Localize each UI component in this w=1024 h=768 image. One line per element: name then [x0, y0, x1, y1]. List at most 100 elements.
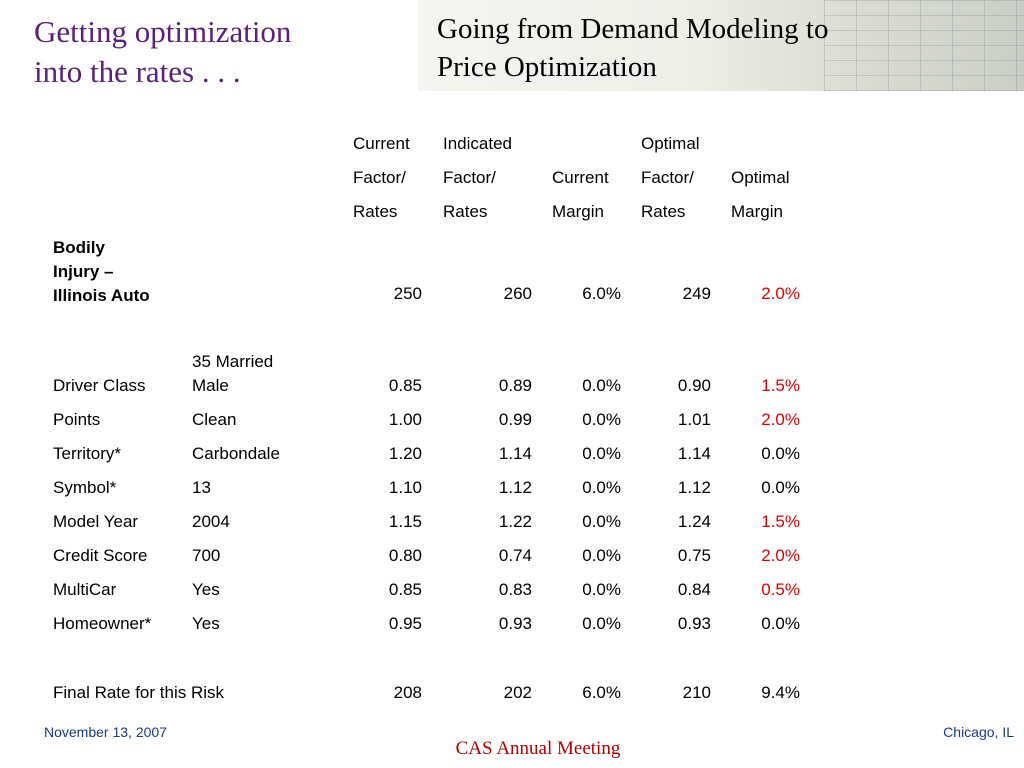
- base-label-line: Injury –: [53, 262, 114, 281]
- header-optimal-rates: Optimal Factor/ Rates: [641, 127, 700, 229]
- header-text: Factor/: [641, 168, 694, 187]
- table-cell: 1.22: [498, 512, 532, 531]
- left-title-line1: Getting optimization: [34, 14, 292, 49]
- table-cell: 1.00: [388, 410, 422, 429]
- header-text: Current: [353, 134, 410, 153]
- table-cell: 1.20: [388, 444, 422, 463]
- table-cell: 1.12: [677, 478, 711, 497]
- table-cell-highlight: 0.5%: [761, 580, 800, 599]
- level-cell: 700: [192, 546, 221, 565]
- table-cell: 0.90: [677, 376, 711, 395]
- left-title-line2: into the rates . . .: [34, 54, 241, 89]
- table-cell: 0.0%: [761, 444, 800, 463]
- level-cell: Yes: [192, 580, 220, 599]
- level-cell: 2004: [192, 512, 230, 531]
- factor-cell: Symbol*: [53, 478, 117, 497]
- table-cell: 0.0%: [582, 614, 621, 633]
- header-optimal-margin: Optimal Margin: [731, 127, 790, 229]
- level-cell: Clean: [192, 410, 237, 429]
- header-current-margin: Current Margin: [552, 127, 609, 229]
- table-cell: 0.99: [498, 410, 532, 429]
- table-cell: 1.15: [388, 512, 422, 531]
- table-cell: 1.10: [388, 478, 422, 497]
- level-cell-extra: 35 Married: [192, 352, 274, 371]
- header-text: Rates: [641, 202, 686, 221]
- table-cell-highlight: 1.5%: [761, 376, 800, 395]
- base-row-label: Bodily Injury – Illinois Auto: [53, 236, 150, 308]
- table-cell: 260: [503, 284, 532, 303]
- level-cell: Yes: [192, 614, 220, 633]
- factor-cell: Homeowner*: [53, 614, 152, 633]
- final-row-label: Final Rate for this Risk: [53, 683, 224, 702]
- header-text: Indicated: [443, 134, 512, 153]
- right-title-line1: Going from Demand Modeling to: [437, 13, 829, 45]
- table-cell: 0.0%: [582, 546, 621, 565]
- table-cell: 0.0%: [582, 376, 621, 395]
- base-label-line: Illinois Auto: [53, 286, 150, 305]
- table-cell: 0.89: [498, 376, 532, 395]
- table-cell: 208: [393, 683, 422, 702]
- factor-cell: Model Year: [53, 512, 139, 531]
- footer-date: November 13, 2007: [44, 724, 167, 740]
- table-cell: 0.74: [498, 546, 532, 565]
- level-cell: Carbondale: [192, 444, 280, 463]
- table-cell: 249: [682, 284, 711, 303]
- table-cell: 6.0%: [582, 284, 621, 303]
- header-text: [731, 127, 790, 161]
- table-cell: 1.01: [677, 410, 711, 429]
- header-current-rates: Current Factor/ Rates: [353, 127, 410, 229]
- table-cell: 0.0%: [582, 580, 621, 599]
- header-indicated-rates: Indicated Factor/ Rates: [443, 127, 512, 229]
- factor-cell: Territory*: [53, 444, 122, 463]
- header-text: Rates: [443, 202, 488, 221]
- table-cell-highlight: 2.0%: [761, 284, 800, 303]
- table-cell-highlight: 1.5%: [761, 512, 800, 531]
- table-cell: 0.93: [677, 614, 711, 633]
- factor-cell: MultiCar: [53, 580, 117, 599]
- right-title-line2: Price Optimization: [437, 51, 657, 83]
- table-cell: 0.0%: [761, 478, 800, 497]
- table-cell: 0.93: [498, 614, 532, 633]
- table-cell: 0.95: [388, 614, 422, 633]
- footer-location: Chicago, IL: [943, 724, 1014, 740]
- table-cell: 6.0%: [582, 683, 621, 702]
- right-title: Going from Demand Modeling to Price Opti…: [437, 10, 828, 86]
- level-cell: 13: [192, 478, 211, 497]
- header-text: Current: [552, 168, 609, 187]
- table-cell: 250: [393, 284, 422, 303]
- level-cell: Male: [192, 376, 229, 395]
- factor-cell: Driver Class: [53, 376, 146, 395]
- table-cell: 1.14: [677, 444, 711, 463]
- header-text: Optimal: [731, 168, 790, 187]
- spreadsheet-grid-decoration: [824, 0, 1024, 91]
- header-text: Optimal: [641, 134, 700, 153]
- table-cell: 0.83: [498, 580, 532, 599]
- left-title: Getting optimization into the rates . . …: [34, 12, 291, 92]
- table-cell-highlight: 2.0%: [761, 410, 800, 429]
- header-text: Margin: [731, 202, 783, 221]
- table-cell: 0.75: [677, 546, 711, 565]
- table-cell: 0.0%: [582, 444, 621, 463]
- table-cell: 1.14: [498, 444, 532, 463]
- header-text: Rates: [353, 202, 398, 221]
- table-cell: 0.0%: [582, 512, 621, 531]
- table-cell: 0.0%: [582, 478, 621, 497]
- factor-cell: Points: [53, 410, 101, 429]
- table-cell: 0.85: [388, 376, 422, 395]
- spreadsheet-background-image: [418, 0, 1024, 91]
- table-cell: 9.4%: [761, 683, 800, 702]
- footer-event: CAS Annual Meeting: [455, 738, 621, 759]
- header-text: Margin: [552, 202, 604, 221]
- table-cell: 0.0%: [761, 614, 800, 633]
- table-cell: 210: [682, 683, 711, 702]
- table-cell: 1.24: [677, 512, 711, 531]
- header-text: [552, 127, 609, 161]
- base-label-line: Bodily: [53, 238, 105, 257]
- header-text: Factor/: [353, 168, 406, 187]
- table-cell: 0.85: [388, 580, 422, 599]
- table-cell: 0.0%: [582, 410, 621, 429]
- factor-cell: Credit Score: [53, 546, 148, 565]
- table-cell-highlight: 2.0%: [761, 546, 800, 565]
- table-cell: 0.84: [677, 580, 711, 599]
- header-text: Factor/: [443, 168, 496, 187]
